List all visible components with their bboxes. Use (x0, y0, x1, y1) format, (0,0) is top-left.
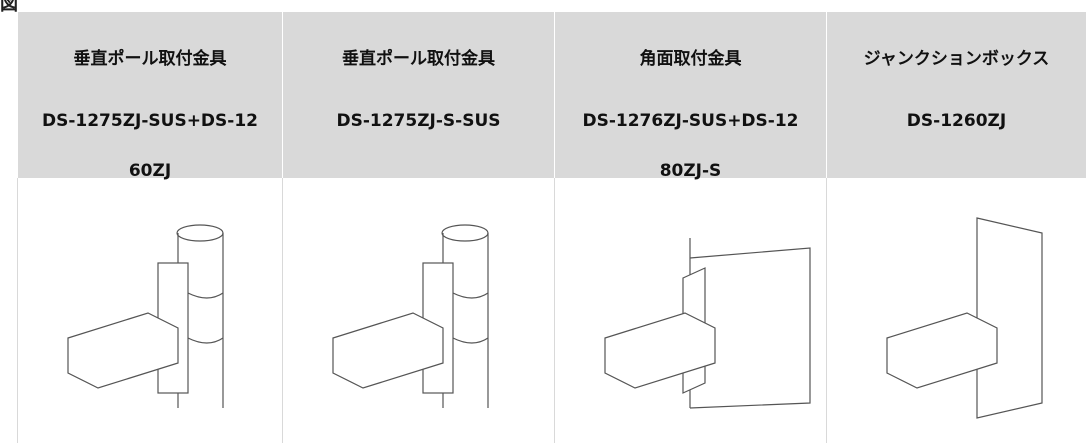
model-line: 60ZJ (128, 161, 172, 181)
image-cell (17, 178, 282, 443)
model-number: DS-1275ZJ-SUS+DS-12 60ZJ (18, 96, 282, 196)
mount-title: ジャンクションボックス (863, 49, 1050, 69)
model-number: DS-1275ZJ-S-SUS (283, 96, 554, 146)
model-line: 80ZJ-S (659, 161, 722, 181)
mount-illustration (332, 224, 489, 408)
model-number: DS-1276ZJ-SUS+DS-12 80ZJ-S (555, 96, 826, 196)
mount-title: 垂直ポール取付金具 (342, 49, 495, 69)
image-cell (282, 178, 554, 443)
caption: 図 (0, 0, 18, 15)
image-cell (826, 178, 1086, 443)
mount-title: 角面取付金具 (639, 49, 742, 69)
mount-illustration (67, 224, 224, 408)
header-cell: ジャンクションボックス DS-1260ZJ (826, 12, 1086, 178)
model-number: DS-1260ZJ (827, 96, 1086, 146)
mount-illustration (604, 238, 811, 409)
header-cell: 垂直ポール取付金具 DS-1275ZJ-S-SUS (282, 12, 554, 178)
model-line: DS-1260ZJ (906, 111, 1007, 131)
image-cell (554, 178, 826, 443)
model-line: DS-1275ZJ-SUS+DS-12 (41, 111, 259, 131)
mount-illustration (886, 217, 1043, 419)
model-line: DS-1276ZJ-SUS+DS-12 (582, 111, 799, 131)
mount-title: 垂直ポール取付金具 (73, 49, 227, 69)
header-cell: 垂直ポール取付金具 DS-1275ZJ-SUS+DS-12 60ZJ (17, 12, 282, 181)
model-line: DS-1275ZJ-S-SUS (336, 111, 501, 131)
header-cell: 角面取付金具 DS-1276ZJ-SUS+DS-12 80ZJ-S (554, 12, 826, 181)
